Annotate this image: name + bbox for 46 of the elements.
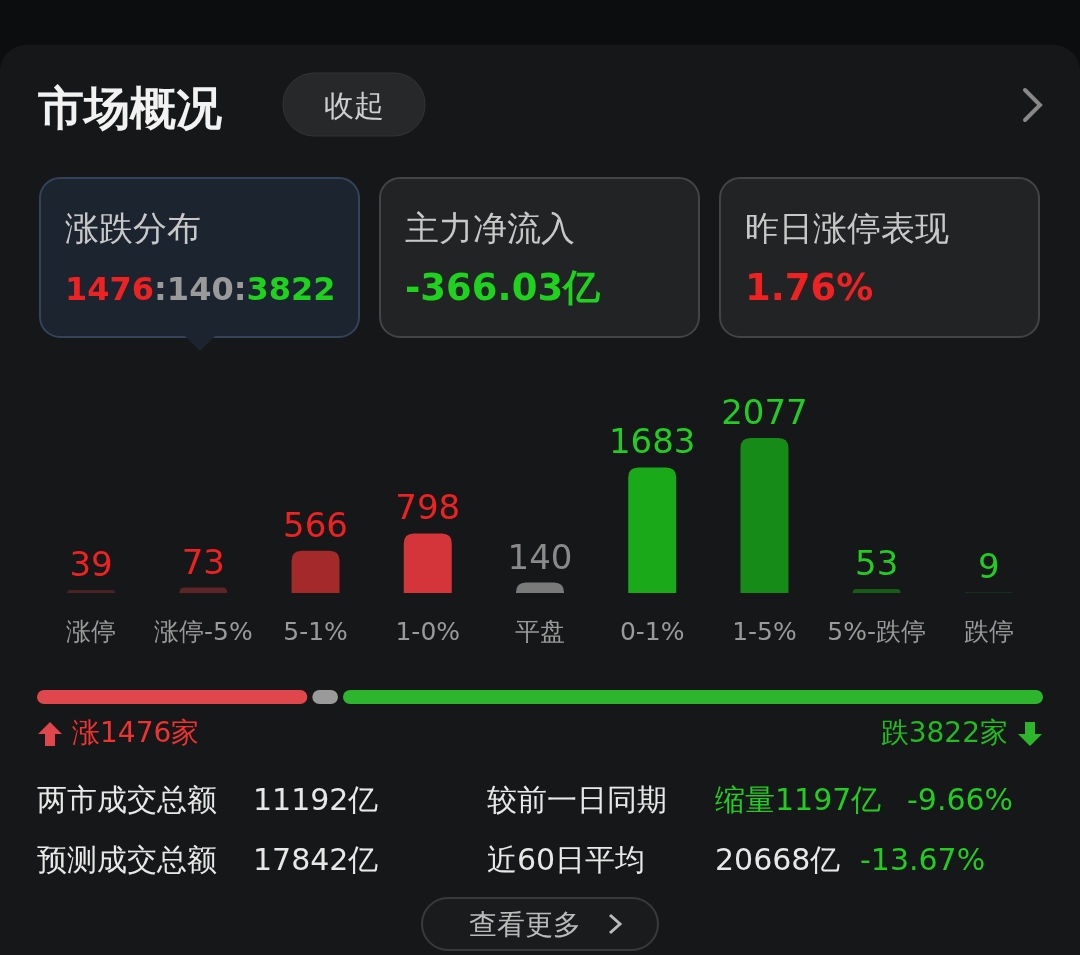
bar bbox=[291, 550, 340, 593]
text: 11192亿 bbox=[253, 782, 379, 817]
text: 昨日涨停表现 bbox=[745, 208, 949, 248]
data-label: 2077 bbox=[721, 392, 808, 432]
bar bbox=[740, 438, 789, 593]
bar bbox=[403, 533, 452, 593]
data-label: 53 bbox=[855, 543, 899, 584]
x-tick-label: 平盘 bbox=[515, 617, 565, 646]
text: 查看更多 bbox=[469, 908, 581, 941]
text: 主力净流入 bbox=[405, 208, 575, 248]
x-tick-label: 涨停-5% bbox=[153, 617, 253, 646]
text: -13.67% bbox=[860, 842, 986, 877]
text: 涨1476家 bbox=[72, 716, 200, 749]
data-label: 566 bbox=[283, 504, 349, 545]
text: 17842亿 bbox=[253, 842, 379, 877]
text: 近60日平均 bbox=[487, 842, 646, 877]
text: -366.03亿 bbox=[405, 266, 602, 309]
data-label: 9 bbox=[978, 546, 1000, 587]
x-tick-label: 1-0% bbox=[395, 617, 461, 646]
bar bbox=[67, 590, 116, 593]
text: 较前一日同期 bbox=[487, 782, 667, 817]
text: 预测成交总额 bbox=[37, 842, 217, 877]
text: 20668亿 bbox=[715, 842, 841, 877]
data-label: 798 bbox=[395, 487, 461, 528]
bar bbox=[179, 587, 228, 593]
data-label: 39 bbox=[69, 544, 113, 585]
text: 缩量1197亿 bbox=[715, 782, 882, 817]
text: 市场概况 bbox=[38, 81, 222, 135]
text: 跌3822家 bbox=[880, 716, 1008, 749]
x-tick-label: 5%-跌停 bbox=[827, 617, 927, 646]
text: 1476:140:3822 bbox=[65, 270, 336, 308]
bar bbox=[852, 589, 901, 593]
x-tick-label: 涨停 bbox=[66, 617, 117, 646]
x-tick-label: 跌停 bbox=[963, 617, 1014, 646]
data-label: 1683 bbox=[608, 421, 696, 462]
text: 两市成交总额 bbox=[37, 782, 217, 817]
data-label: 140 bbox=[507, 536, 573, 577]
text: 收起 bbox=[324, 88, 384, 123]
text: -9.66% bbox=[907, 782, 1014, 817]
bar bbox=[628, 467, 677, 593]
x-tick-label: 5-1% bbox=[283, 617, 348, 646]
text: 涨跌分布 bbox=[65, 208, 201, 248]
x-tick-label: 0-1% bbox=[619, 617, 685, 646]
x-tick-label: 1-5% bbox=[732, 617, 797, 646]
data-label: 73 bbox=[181, 541, 225, 582]
text: 1.76% bbox=[745, 266, 874, 309]
